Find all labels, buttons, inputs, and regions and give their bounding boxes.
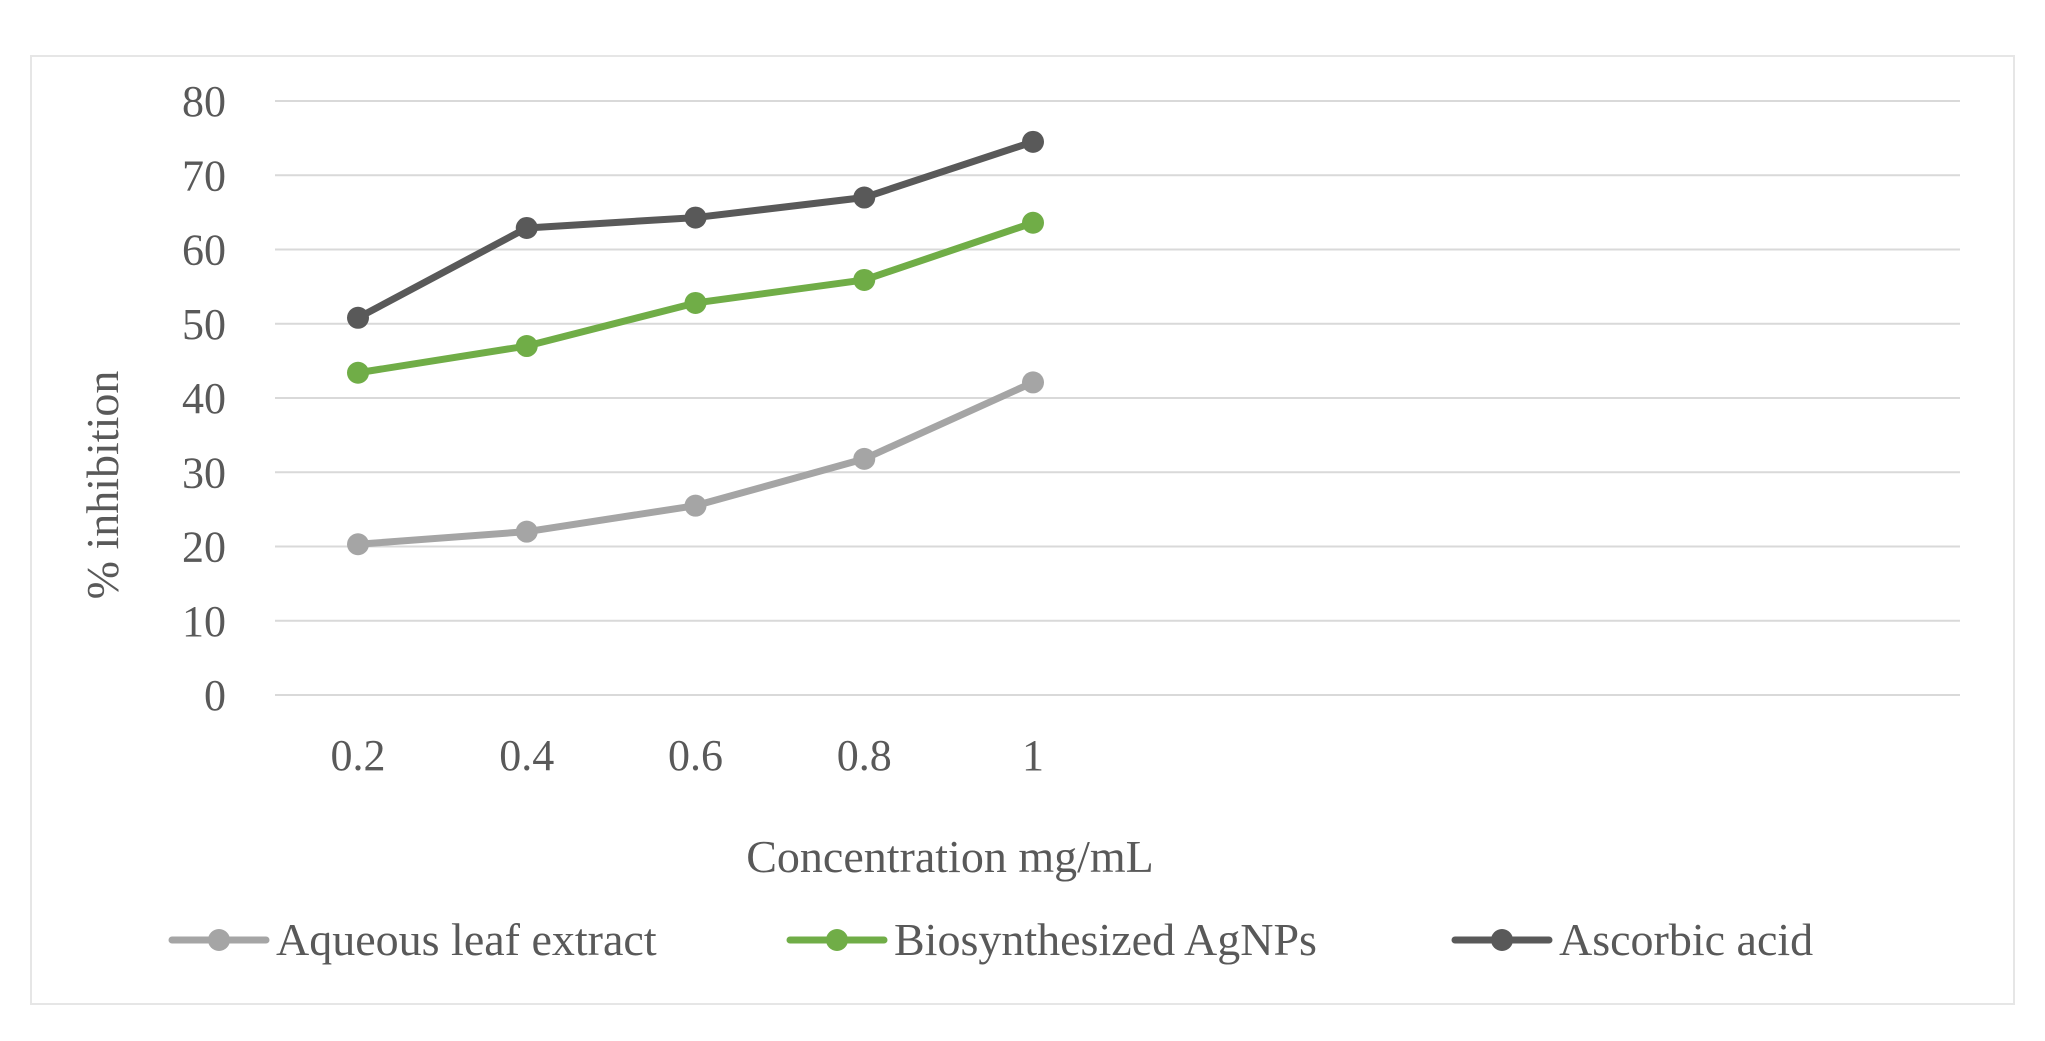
gridlines <box>275 100 1960 696</box>
x-tick-labels: 0.2 0.4 0.6 0.8 1 <box>331 731 1045 780</box>
series-lines <box>354 138 1037 548</box>
legend-item-ascorbic-acid: Ascorbic acid <box>1451 914 1813 965</box>
y-tick-label: 0 <box>204 671 226 720</box>
x-tick-label: 0.6 <box>668 731 723 780</box>
data-point-biosynthesized-agnps <box>347 361 369 384</box>
data-point-ascorbic-acid <box>684 206 707 229</box>
data-point-aqueous-leaf-extract <box>515 520 538 543</box>
y-tick-labels: 0 10 20 30 40 50 60 70 80 <box>182 77 226 720</box>
legend-swatch-marker <box>826 929 848 951</box>
legend-swatch-marker <box>1491 929 1513 951</box>
legend-label: Ascorbic acid <box>1559 914 1813 965</box>
chart-frame <box>30 55 2015 1005</box>
data-point-biosynthesized-agnps <box>853 268 876 291</box>
data-point-biosynthesized-agnps <box>515 335 538 358</box>
data-point-aqueous-leaf-extract <box>853 447 876 470</box>
series-points <box>347 130 1044 556</box>
legend: Aqueous leaf extract Biosynthesized AgNPs… <box>168 914 1813 965</box>
x-axis-title: Concentration mg/mL <box>746 831 1154 882</box>
legend-swatch-marker <box>208 929 230 951</box>
legend-label: Biosynthesized AgNPs <box>894 914 1317 965</box>
y-tick-label: 70 <box>182 151 226 200</box>
data-point-ascorbic-acid <box>1022 130 1044 153</box>
data-point-ascorbic-acid <box>853 186 876 209</box>
x-tick-label: 0.8 <box>837 731 892 780</box>
data-point-aqueous-leaf-extract <box>1022 371 1044 394</box>
x-tick-label: 1 <box>1022 731 1044 780</box>
data-point-ascorbic-acid <box>515 216 538 239</box>
legend-item-biosynthesized-agnps: Biosynthesized AgNPs <box>786 914 1317 965</box>
x-tick-label: 0.2 <box>331 731 386 780</box>
data-point-biosynthesized-agnps <box>1022 211 1044 234</box>
y-tick-label: 50 <box>182 300 226 349</box>
legend-label: Aqueous leaf extract <box>276 914 657 965</box>
series-line-aqueous-leaf-extract <box>354 378 1037 548</box>
y-tick-label: 20 <box>182 523 226 572</box>
data-point-aqueous-leaf-extract <box>684 494 707 517</box>
data-point-biosynthesized-agnps <box>684 291 707 314</box>
data-point-aqueous-leaf-extract <box>347 533 369 556</box>
data-point-ascorbic-acid <box>347 306 369 329</box>
legend-item-aqueous-leaf-extract: Aqueous leaf extract <box>168 914 657 965</box>
x-tick-label: 0.4 <box>499 731 554 780</box>
y-tick-label: 60 <box>182 226 226 275</box>
y-tick-label: 30 <box>182 448 226 497</box>
y-tick-label: 80 <box>182 77 226 126</box>
y-tick-label: 40 <box>182 374 226 423</box>
series-line-ascorbic-acid <box>354 138 1037 322</box>
y-tick-label: 10 <box>182 597 226 646</box>
y-axis-title: % inhibition <box>77 371 128 600</box>
